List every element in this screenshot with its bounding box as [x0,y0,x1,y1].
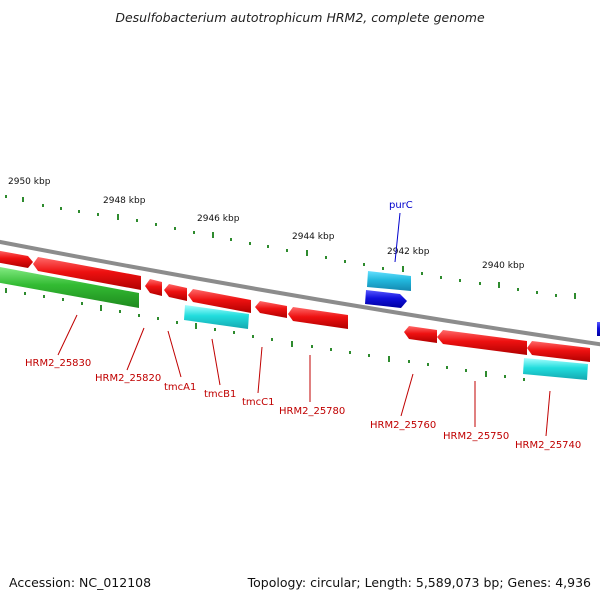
label-leader-purC [394,212,401,263]
gene-label-HRM2_25740: HRM2_25740 [515,440,581,451]
gene-HRM2_25740[interactable] [523,358,588,380]
gene-label-tmcC1: tmcC1 [242,397,275,408]
gene-label-tmcB1: tmcB1 [204,389,236,400]
gene-HRM2_25820[interactable] [145,279,162,296]
scale-ticks-inner [5,288,525,381]
gene-tmcA1[interactable] [164,284,187,301]
gene-HRM2_25740-red[interactable] [527,341,590,362]
gene-label-HRM2_25760: HRM2_25760 [370,420,436,431]
accession-text: Accession: NC_012108 [9,575,152,590]
gene-tmcC1[interactable] [255,301,287,318]
label-leaders [57,314,551,437]
gene-label-HRM2_25820: HRM2_25820 [95,373,161,384]
kbp-label-2950: 2950 kbp [8,177,51,187]
gene-label-purC: purC [389,200,413,211]
gene-tmcB1[interactable] [184,305,249,329]
genome-backbone [0,239,600,347]
kbp-label-2944: 2944 kbp [292,232,335,242]
genes-red [0,250,590,362]
gene-edge-blue[interactable] [597,322,600,336]
gene-HRM2_25830[interactable] [0,266,139,308]
kbp-label-2946: 2946 kbp [197,214,240,224]
scale-ticks-outer [5,195,576,299]
gene-HRM2_25840[interactable] [0,250,33,268]
kbp-label-2942: 2942 kbp [387,247,430,257]
gene-HRM2_25760[interactable] [404,326,437,343]
gene-label-HRM2_25780: HRM2_25780 [279,406,345,417]
map-title: Desulfobacterium autotrophicum HRM2, com… [115,10,485,25]
gene-HRM2_25780[interactable] [288,307,348,329]
genome-summary-text: Topology: circular; Length: 5,589,073 bp… [247,575,591,590]
gene-purC-cyan[interactable] [367,271,411,291]
gene-label-tmcA1: tmcA1 [164,382,196,393]
gene-purC[interactable] [365,290,407,308]
gene-HRM2_25830-red[interactable] [33,257,141,290]
kbp-label-2940: 2940 kbp [482,261,525,271]
gene-label-HRM2_25750: HRM2_25750 [443,431,509,442]
gene-label-HRM2_25830: HRM2_25830 [25,358,91,369]
kbp-label-2948: 2948 kbp [103,196,146,206]
gene-tmcB1-red[interactable] [188,289,251,313]
gene-HRM2_25750[interactable] [437,330,527,355]
